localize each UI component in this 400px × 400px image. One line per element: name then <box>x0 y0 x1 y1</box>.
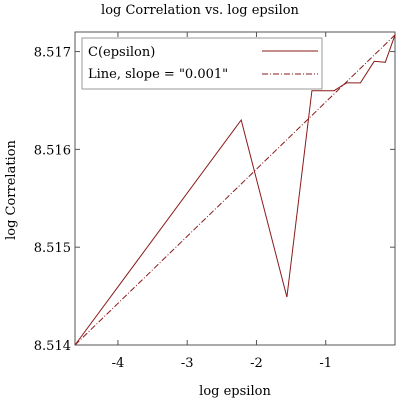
legend: C(epsilon) Line, slope = "0.001" <box>82 38 322 89</box>
legend-label-c-epsilon: C(epsilon) <box>88 45 155 60</box>
y-tick-label: 8.515 <box>34 241 71 256</box>
x-tick-label: -1 <box>319 356 332 371</box>
x-tick-label: -4 <box>112 356 125 371</box>
x-tick-label: -2 <box>250 356 263 371</box>
legend-label-slope-line: Line, slope = "0.001" <box>88 67 228 82</box>
y-tick-label: 8.516 <box>34 143 71 158</box>
x-axis-label: log epsilon <box>199 384 271 399</box>
y-tick-label: 8.514 <box>34 339 71 354</box>
x-tick-label: -3 <box>181 356 194 371</box>
y-tick-label: 8.517 <box>34 46 71 61</box>
y-axis-label: log Correlation <box>4 139 19 239</box>
chart-title: log Correlation vs. log epsilon <box>101 3 300 18</box>
